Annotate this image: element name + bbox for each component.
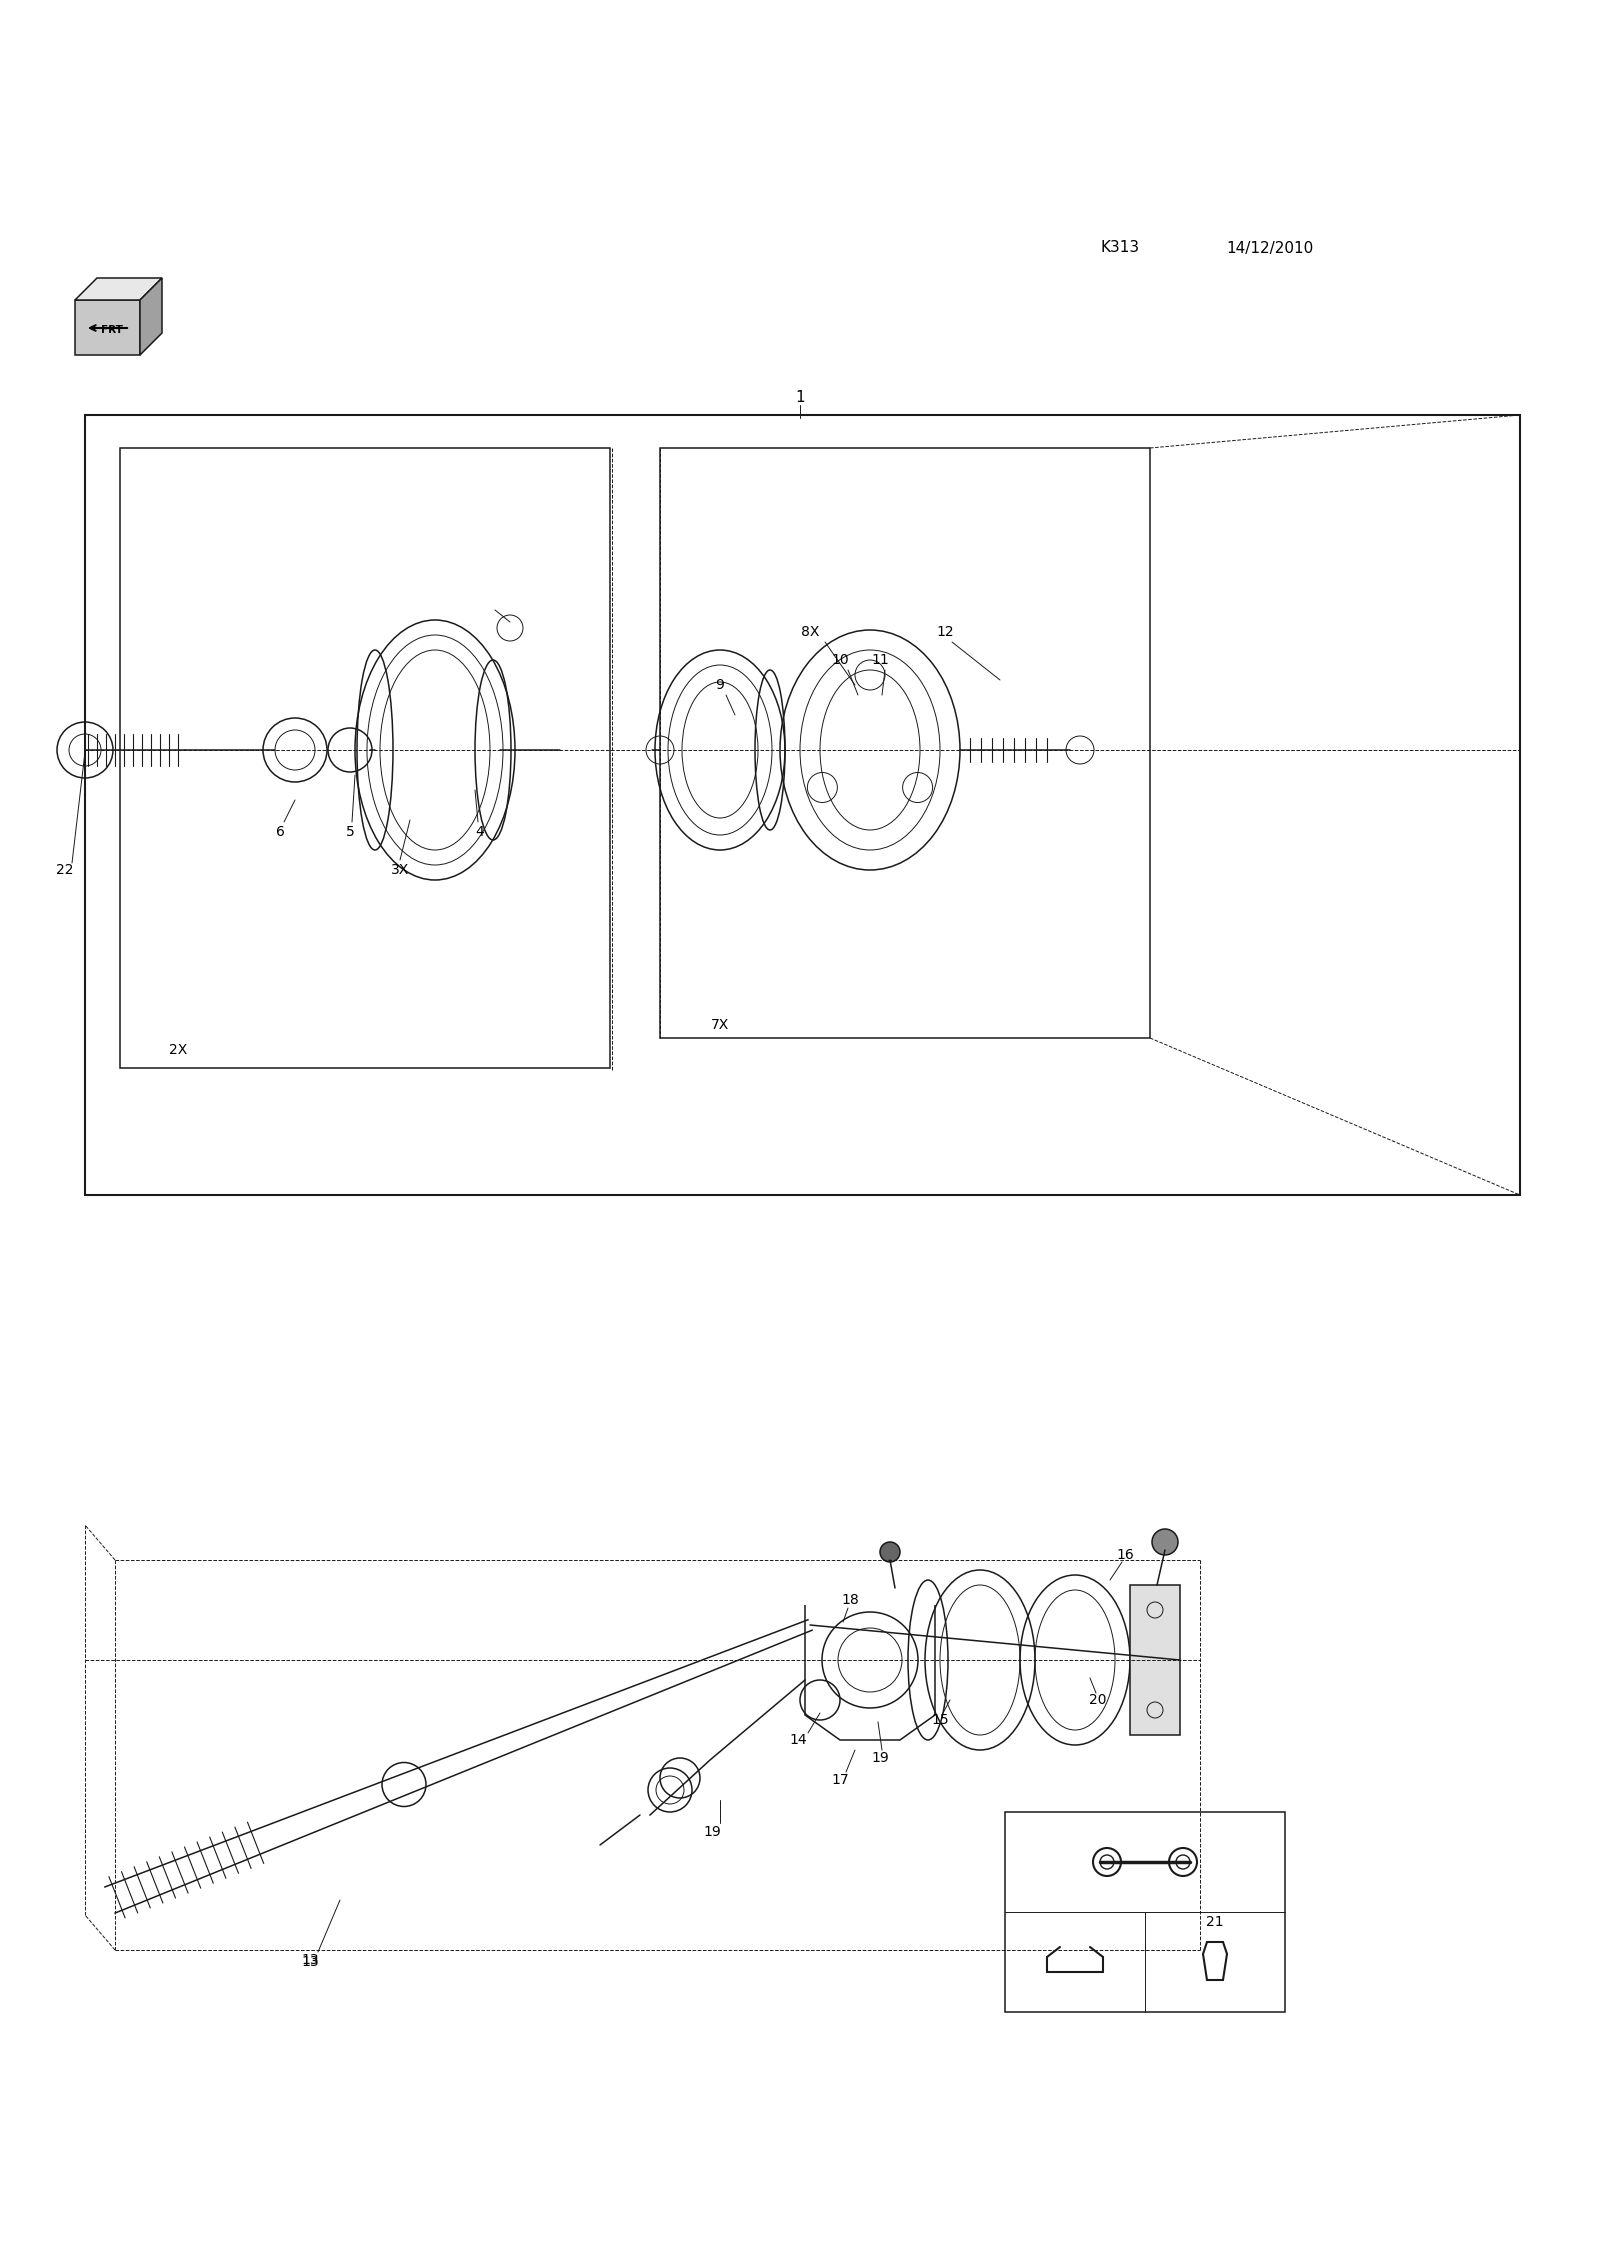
Polygon shape [75,299,141,355]
Bar [120,448,610,1068]
Bar [1005,1813,1285,2013]
Text: 15: 15 [931,1714,949,1727]
Text: 13: 13 [301,1954,318,1970]
Text: K313: K313 [1101,241,1139,256]
Text: 22: 22 [56,864,74,877]
Text: 1: 1 [795,391,805,405]
Bar [85,416,1520,1194]
Text: 19: 19 [870,1752,890,1765]
Circle shape [1152,1529,1178,1554]
Text: 21: 21 [1206,1914,1224,1930]
Polygon shape [1130,1586,1181,1734]
Text: 2X: 2X [170,1044,187,1057]
Bar [661,448,1150,1039]
Text: 8X: 8X [802,625,819,639]
Text: 18: 18 [842,1592,859,1608]
Text: 11: 11 [870,652,890,668]
Text: 9: 9 [715,677,725,693]
Text: 19: 19 [702,1824,722,1840]
Text: FRT: FRT [101,326,123,335]
Text: 16: 16 [1117,1547,1134,1563]
Text: 14/12/2010: 14/12/2010 [1226,241,1314,256]
Text: 4: 4 [475,825,485,839]
Text: 5: 5 [346,825,354,839]
Text: 12: 12 [936,625,954,639]
Text: 14: 14 [789,1734,806,1747]
Polygon shape [141,279,162,355]
Text: 13: 13 [301,1952,318,1968]
Text: 10: 10 [830,652,850,668]
Polygon shape [75,279,162,299]
Circle shape [880,1543,899,1563]
Text: 17: 17 [830,1772,850,1788]
Text: 20: 20 [1090,1693,1107,1707]
Text: 3X: 3X [390,864,410,877]
Text: 7X: 7X [710,1019,730,1032]
Text: 6: 6 [275,825,285,839]
